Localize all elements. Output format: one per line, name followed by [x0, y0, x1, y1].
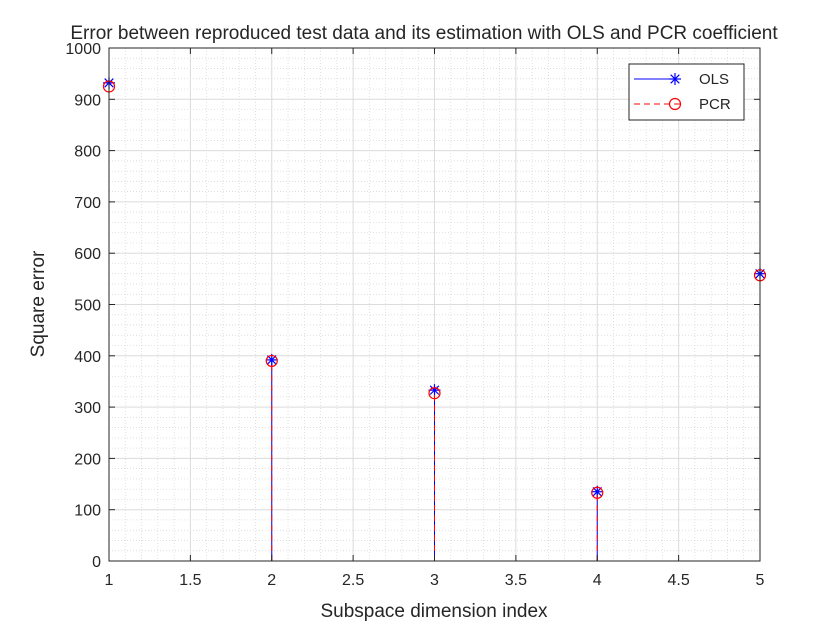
y-tick-label: 500 — [74, 298, 101, 315]
y-tick-label: 700 — [74, 195, 101, 212]
x-tick-label: 2 — [267, 572, 276, 589]
legend-label-ols: OLS — [699, 71, 729, 88]
pcr-marker — [265, 354, 278, 368]
x-tick-label: 3.5 — [505, 572, 527, 589]
x-tick-label: 4 — [593, 572, 602, 589]
legend-box — [628, 63, 745, 121]
y-axis-label: Square error — [28, 250, 49, 357]
legend-label-pcr: PCR — [699, 96, 731, 113]
x-tick-label: 1.5 — [179, 572, 201, 589]
x-tick-label: 5 — [756, 572, 765, 589]
chart-title: Error between reproduced test data and i… — [70, 23, 778, 44]
x-axis-label: Subspace dimension index — [320, 601, 548, 622]
y-tick-label: 800 — [74, 144, 101, 161]
y-tick-label: 1000 — [65, 41, 101, 58]
pcr-marker — [428, 387, 441, 400]
y-tick-label: 0 — [92, 554, 101, 571]
asterisk-stroke — [592, 487, 602, 497]
asterisk-stroke — [267, 355, 277, 365]
x-tick-label: 1 — [105, 572, 114, 589]
legend-marker-pcr — [668, 97, 682, 111]
x-axis-tick-labels: 1 1.5 2 2.5 3 3.5 4 4.5 5 — [105, 572, 765, 589]
y-tick-label: 100 — [74, 503, 101, 520]
y-tick-label: 300 — [74, 400, 101, 417]
y-tick-label: 200 — [74, 451, 101, 468]
asterisk-stroke — [429, 385, 440, 395]
ols-marker — [591, 485, 604, 498]
y-tick-label: 600 — [74, 246, 101, 263]
legend[interactable]: OLS PCR — [628, 63, 745, 121]
pcr-marker — [591, 486, 604, 499]
asterisk-stroke — [670, 74, 680, 84]
y-axis-tick-labels: 0 100 200 300 400 500 600 700 800 900 1000 — [65, 41, 101, 571]
legend-marker-ols — [669, 73, 681, 85]
axis-ticks — [108, 47, 761, 562]
x-tick-label: 2.5 — [342, 572, 364, 589]
y-tick-label: 900 — [74, 92, 101, 109]
x-tick-label: 4.5 — [668, 572, 690, 589]
y-tick-label: 400 — [74, 349, 101, 366]
x-tick-label: 3 — [430, 572, 439, 589]
